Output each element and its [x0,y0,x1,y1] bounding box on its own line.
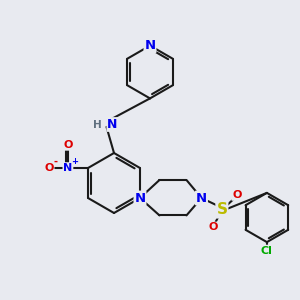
Text: O: O [63,140,73,150]
Text: O: O [232,190,242,200]
Text: N: N [107,118,118,131]
Text: N: N [134,191,146,205]
Text: O: O [44,163,54,173]
Text: Cl: Cl [261,245,273,256]
Text: N: N [63,163,73,173]
Text: O: O [208,222,218,233]
Text: S: S [216,202,227,217]
Text: +: + [72,158,79,166]
Text: H: H [93,119,102,130]
Text: N: N [196,191,207,205]
Text: -: - [54,157,58,167]
Text: N: N [144,39,156,52]
